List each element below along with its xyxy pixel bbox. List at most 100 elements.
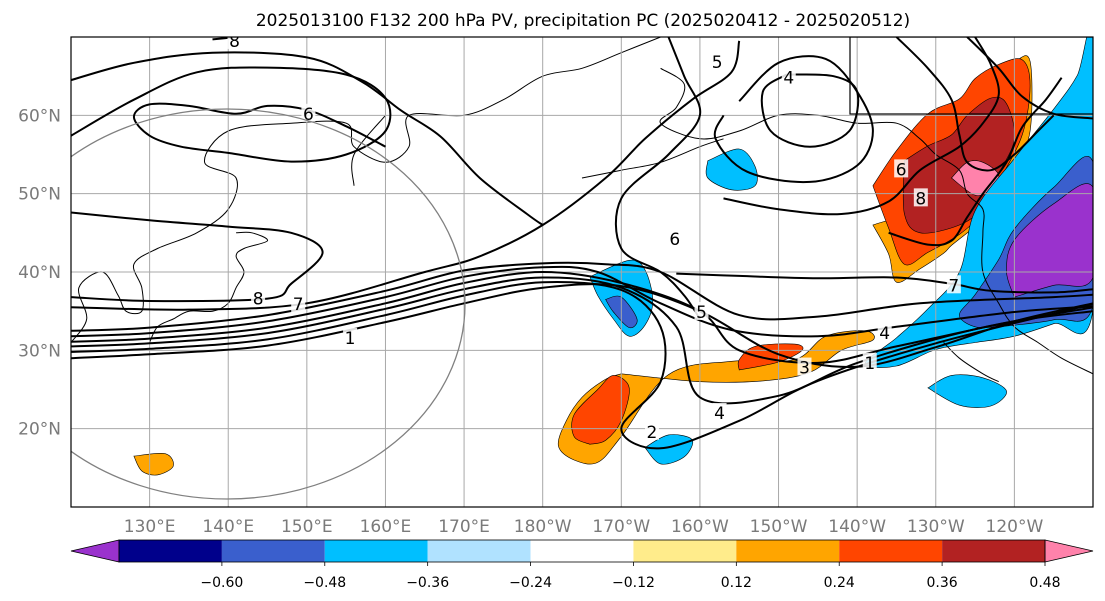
contour-label-bg-15 bbox=[894, 159, 909, 178]
contour-label-bg-4 bbox=[343, 327, 358, 346]
lon-tick-label-2: 150°E bbox=[281, 517, 333, 537]
pv-contour-6-5 bbox=[71, 261, 1093, 332]
contour-label-1: 6 bbox=[303, 105, 314, 125]
pv-contour-5-4 bbox=[71, 265, 1093, 338]
contour-label-3: 7 bbox=[293, 295, 304, 315]
contour-label-16: 8 bbox=[915, 189, 926, 209]
map-frame bbox=[70, 36, 1094, 508]
colorbar-tick-label-6: 0.24 bbox=[824, 575, 855, 591]
colorbar-box-8 bbox=[942, 540, 1045, 562]
pv-contour-6-14 bbox=[723, 37, 1000, 216]
contour-label-15: 6 bbox=[896, 160, 907, 180]
lon-tick-label-1: 140°E bbox=[202, 517, 254, 537]
region-box bbox=[849, 37, 1093, 115]
contour-label-bg-7 bbox=[667, 229, 682, 248]
contour-label-0: 8 bbox=[229, 32, 240, 52]
coastline-4 bbox=[581, 138, 724, 179]
lat-tick-label-4: 60°N bbox=[18, 106, 61, 126]
coastline-0 bbox=[71, 37, 661, 343]
pv-contour-8-7 bbox=[71, 211, 324, 303]
latitude-axis: 20°N 30°N 40°N 50°N 60°N bbox=[18, 106, 61, 439]
colorbar-box-7 bbox=[839, 540, 943, 562]
coastline-2 bbox=[351, 114, 386, 186]
lon-tick-label-3: 160°E bbox=[360, 517, 412, 537]
contour-label-bg-3 bbox=[291, 294, 306, 313]
colorbar-tick-label-0: −0.60 bbox=[200, 575, 243, 591]
pv-contour-1-0 bbox=[71, 283, 1093, 368]
contour-label-bg-0 bbox=[227, 37, 242, 49]
contour-label-4: 1 bbox=[345, 329, 356, 349]
coastline-5 bbox=[943, 342, 999, 383]
colorbar-tick-label-3: −0.24 bbox=[509, 575, 552, 591]
colorbar-tick-label-8: 0.48 bbox=[1029, 575, 1060, 591]
contour-label-bg-6 bbox=[781, 67, 796, 86]
contour-label-bg-1 bbox=[301, 103, 316, 122]
lat-tick-label-0: 20°N bbox=[18, 420, 61, 440]
colorbar-tick-label-2: −0.36 bbox=[406, 575, 449, 591]
colorbar-box-3 bbox=[427, 540, 531, 562]
coastline-3 bbox=[659, 67, 1093, 375]
chart-title: 2025013100 F132 200 hPa PV, precipitatio… bbox=[256, 11, 910, 31]
contour-label-bg-13 bbox=[644, 421, 659, 440]
contour-label-10: 4 bbox=[879, 324, 890, 344]
pv-contour-7-15 bbox=[676, 272, 1093, 294]
contour-label-11: 3 bbox=[799, 359, 810, 379]
longitude-axis: 130°E 140°E 150°E 160°E 170°E 180°W 170°W 160°W… bbox=[124, 517, 1044, 537]
contour-label-bg-14 bbox=[712, 403, 727, 421]
contour-label-bg-11 bbox=[797, 357, 812, 376]
colorbar-box-1 bbox=[221, 540, 325, 562]
pv-contour-2-1 bbox=[71, 280, 1093, 450]
contour-label-bg-12 bbox=[862, 352, 877, 371]
precip-anomaly-9 bbox=[1006, 183, 1093, 298]
contour-label-6: 4 bbox=[783, 69, 794, 89]
lon-tick-label-5: 180°W bbox=[514, 517, 572, 537]
lon-tick-label-4: 170°E bbox=[438, 517, 490, 537]
pv-contour-4-18 bbox=[966, 37, 1093, 120]
pv-contour-5-11 bbox=[614, 37, 702, 320]
coastline-layer bbox=[71, 37, 1093, 383]
precip-anomaly-13 bbox=[927, 374, 1007, 408]
colorbar-box-0 bbox=[119, 540, 222, 562]
precip-anomaly-12 bbox=[705, 148, 758, 191]
colorbar-tick-label-7: 0.36 bbox=[927, 575, 958, 591]
pv-contour-7-10 bbox=[71, 51, 544, 226]
colorbar-box-6 bbox=[736, 540, 840, 562]
contour-label-5: 5 bbox=[712, 53, 723, 73]
contour-label-bg-5 bbox=[710, 52, 725, 71]
contour-label-9: 7 bbox=[948, 276, 959, 296]
pv-contour-5-17 bbox=[895, 37, 1055, 172]
contour-label-bg-16 bbox=[913, 188, 928, 207]
contour-label-8: 5 bbox=[696, 303, 707, 323]
colorbar-tick-label-1: −0.48 bbox=[303, 575, 346, 591]
contour-label-bg-9 bbox=[946, 275, 961, 294]
colorbar-box-2 bbox=[324, 540, 428, 562]
colorbar-extend-high bbox=[1044, 539, 1094, 563]
precipitation-anomaly-layer bbox=[133, 37, 1093, 476]
precip-anomaly-14 bbox=[644, 434, 694, 465]
pv-contour-4-12 bbox=[760, 73, 860, 148]
colorbar-box-4 bbox=[530, 540, 634, 562]
coastline-1 bbox=[149, 231, 269, 343]
contour-label-bg-8 bbox=[694, 301, 709, 320]
lon-tick-label-6: 170°W bbox=[592, 517, 650, 537]
colorbar: −0.60 −0.48 −0.36 −0.24 −0.12 0.12 0.24 0.36 0.4… bbox=[70, 539, 1094, 591]
contour-label-13: 2 bbox=[647, 423, 658, 443]
lon-tick-label-11: 120°W bbox=[986, 517, 1044, 537]
pv-contour-layer bbox=[71, 37, 1093, 450]
contour-label-2: 8 bbox=[253, 290, 264, 310]
colorbar-tick-label-4: −0.12 bbox=[612, 575, 655, 591]
precip-anomaly-15 bbox=[133, 452, 174, 476]
lat-tick-label-2: 40°N bbox=[18, 263, 61, 283]
contour-label-bg-10 bbox=[877, 323, 892, 342]
contour-label-14: 4 bbox=[714, 404, 725, 424]
lon-tick-label-10: 130°W bbox=[907, 517, 965, 537]
colorbar-outline bbox=[118, 539, 1046, 563]
lat-tick-label-3: 50°N bbox=[18, 185, 61, 205]
pv-contour-6-8 bbox=[71, 66, 392, 163]
region-circle bbox=[71, 108, 466, 500]
contour-label-12: 1 bbox=[864, 354, 875, 374]
lon-tick-label-0: 130°E bbox=[124, 517, 176, 537]
